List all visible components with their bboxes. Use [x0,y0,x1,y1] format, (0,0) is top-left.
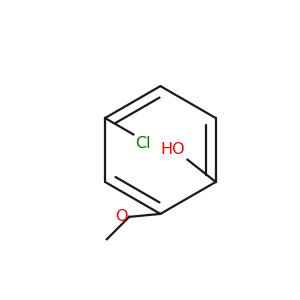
Text: Cl: Cl [135,136,150,151]
Text: HO: HO [160,142,185,157]
Text: O: O [115,209,128,224]
